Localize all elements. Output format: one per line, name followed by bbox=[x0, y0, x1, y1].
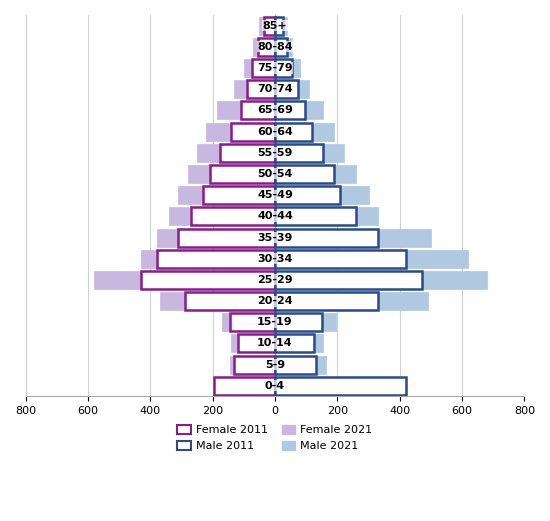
Bar bbox=[275, 59, 300, 77]
Text: 0-4: 0-4 bbox=[265, 381, 285, 391]
Legend: Female 2011, Male 2011, Female 2021, Male 2021: Female 2011, Male 2011, Female 2021, Mal… bbox=[173, 420, 377, 456]
Bar bbox=[275, 80, 299, 98]
Bar bbox=[275, 186, 340, 204]
Bar bbox=[275, 122, 334, 141]
Bar bbox=[275, 377, 392, 395]
Text: 10-14: 10-14 bbox=[257, 339, 293, 349]
Bar bbox=[275, 38, 288, 56]
Text: 35-39: 35-39 bbox=[257, 232, 293, 242]
Bar bbox=[275, 356, 327, 374]
Text: 40-44: 40-44 bbox=[257, 212, 293, 221]
Bar bbox=[191, 207, 275, 226]
Bar bbox=[260, 17, 275, 34]
Bar bbox=[204, 186, 275, 204]
Bar bbox=[275, 356, 316, 374]
Bar bbox=[169, 207, 275, 226]
Bar bbox=[94, 271, 275, 289]
Bar bbox=[217, 377, 275, 395]
Bar bbox=[275, 334, 323, 353]
Bar bbox=[258, 38, 275, 56]
Text: 45-49: 45-49 bbox=[257, 190, 293, 200]
Bar bbox=[247, 80, 275, 98]
Bar bbox=[275, 80, 309, 98]
Bar bbox=[141, 250, 275, 268]
Bar bbox=[230, 313, 275, 331]
Text: 80-84: 80-84 bbox=[257, 42, 293, 52]
Bar bbox=[188, 165, 275, 183]
Text: 85+: 85+ bbox=[263, 21, 287, 31]
Bar bbox=[275, 250, 468, 268]
Text: 15-19: 15-19 bbox=[257, 317, 293, 327]
Bar bbox=[178, 186, 275, 204]
Bar bbox=[234, 356, 275, 374]
Bar bbox=[275, 165, 334, 183]
Bar bbox=[275, 271, 421, 289]
Bar bbox=[275, 250, 406, 268]
Bar bbox=[275, 313, 336, 331]
Bar bbox=[275, 229, 431, 246]
Bar bbox=[238, 334, 275, 353]
Bar bbox=[214, 377, 275, 395]
Bar bbox=[275, 207, 356, 226]
Bar bbox=[275, 207, 378, 226]
Text: 25-29: 25-29 bbox=[257, 275, 293, 285]
Text: 30-34: 30-34 bbox=[257, 254, 293, 264]
Bar bbox=[275, 38, 292, 56]
Text: 20-24: 20-24 bbox=[257, 296, 293, 306]
Bar bbox=[185, 292, 275, 310]
Bar bbox=[275, 292, 428, 310]
Bar bbox=[251, 59, 275, 77]
Bar bbox=[275, 144, 344, 162]
Bar bbox=[275, 377, 406, 395]
Bar bbox=[157, 250, 275, 268]
Bar bbox=[141, 271, 275, 289]
Text: 5-9: 5-9 bbox=[265, 359, 285, 370]
Bar bbox=[275, 102, 305, 119]
Bar bbox=[275, 271, 487, 289]
Bar bbox=[206, 122, 275, 141]
Bar bbox=[253, 38, 275, 56]
Text: 65-69: 65-69 bbox=[257, 105, 293, 115]
Bar bbox=[241, 102, 275, 119]
Text: 60-64: 60-64 bbox=[257, 127, 293, 137]
Bar bbox=[275, 334, 314, 353]
Bar bbox=[275, 313, 322, 331]
Bar bbox=[275, 229, 378, 246]
Bar bbox=[178, 229, 275, 246]
Bar bbox=[197, 144, 275, 162]
Bar bbox=[275, 122, 312, 141]
Bar bbox=[217, 102, 275, 119]
Text: 55-59: 55-59 bbox=[257, 148, 293, 158]
Bar bbox=[275, 292, 378, 310]
Bar bbox=[275, 144, 323, 162]
Bar bbox=[275, 59, 292, 77]
Bar bbox=[160, 292, 275, 310]
Bar bbox=[232, 122, 275, 141]
Bar bbox=[275, 17, 288, 34]
Bar bbox=[275, 165, 356, 183]
Bar bbox=[157, 229, 275, 246]
Bar bbox=[232, 334, 275, 353]
Bar bbox=[230, 356, 275, 374]
Bar bbox=[275, 102, 323, 119]
Text: 50-54: 50-54 bbox=[257, 169, 293, 179]
Bar bbox=[210, 165, 275, 183]
Bar bbox=[234, 80, 275, 98]
Bar bbox=[264, 17, 275, 34]
Bar bbox=[275, 186, 368, 204]
Text: 70-74: 70-74 bbox=[257, 84, 293, 94]
Bar bbox=[244, 59, 275, 77]
Bar bbox=[222, 313, 275, 331]
Bar bbox=[275, 17, 283, 34]
Text: 75-79: 75-79 bbox=[257, 63, 293, 73]
Bar bbox=[221, 144, 275, 162]
